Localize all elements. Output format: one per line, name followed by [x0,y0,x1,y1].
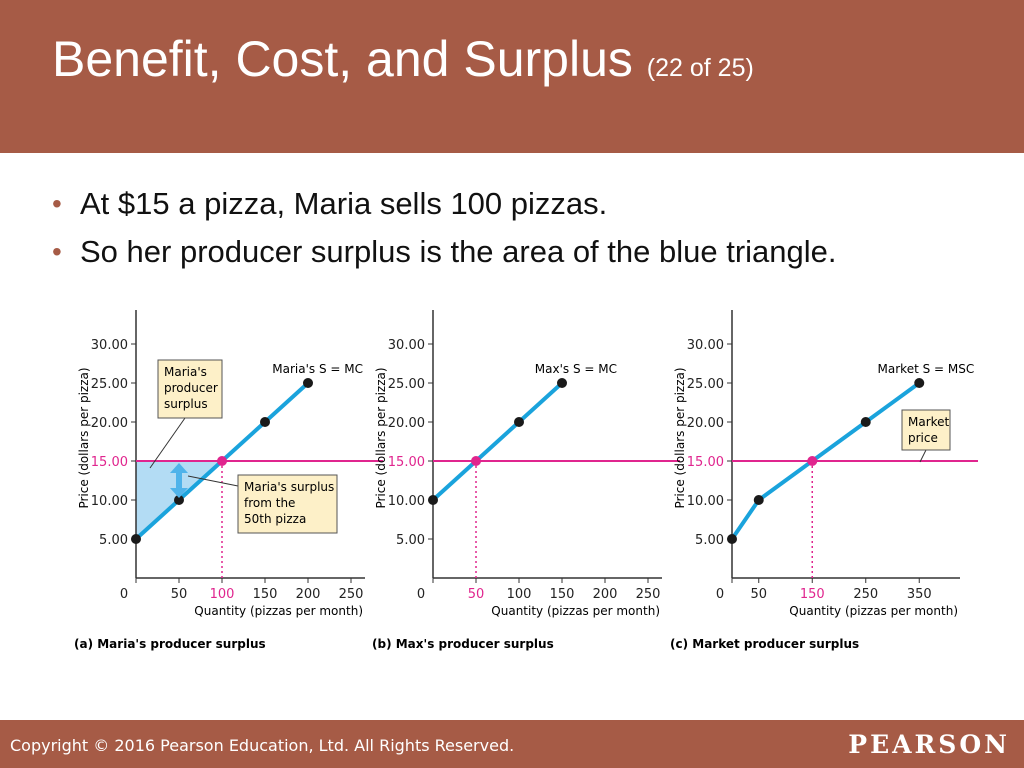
supply-point [131,534,141,544]
bullet-text: At $15 a pizza, Maria sells 100 pizzas. [80,186,608,221]
slide-title: Benefit, Cost, and Surplus (22 of 25) [52,30,754,88]
x-tick-label: 250 [853,587,878,602]
y-tick-label: 20.00 [687,416,724,431]
surplus-arrow-head-up [170,463,188,473]
x-tick-label: 150 [253,587,278,602]
pearson-logo: PEARSON [848,730,1010,759]
x-tick-label: 0 [120,587,128,602]
callout-leader-line [919,449,927,463]
x-tick-label: 0 [417,587,425,602]
y-tick-label: 30.00 [388,338,425,353]
x-tick-label: 150 [550,587,575,602]
supply-curve-label: Market S = MSC [878,362,975,376]
slide-footer: Copyright © 2016 Pearson Education, Ltd.… [0,720,1024,768]
supply-point [860,417,871,427]
x-axis-title: Quantity (pizzas per month) [194,604,363,618]
y-axis-title: Price (dollars per pizza) [673,367,687,508]
callout-leader-line [187,475,239,487]
callout-box [237,474,338,534]
x-tick-label: 50 [468,587,485,602]
y-tick-label: 20.00 [388,416,425,431]
y-tick-label: 10.00 [687,494,724,509]
y-tick-label: 25.00 [687,377,724,392]
y-tick-label: 5.00 [99,533,128,548]
chart-panel: 5.00 10.00 15.00 20.00 25.00 30.00 0 50 100 150 20… [74,310,383,651]
panel-caption: (a) Maria's producer surplus [74,637,266,651]
callout-text: Maria's [164,365,207,379]
x-tick-label: 250 [339,587,364,602]
callout-leader-line [149,417,186,469]
copyright-text: Copyright © 2016 Pearson Education, Ltd.… [10,736,515,755]
slide-header: Benefit, Cost, and Surplus (22 of 25) [0,0,1024,153]
bullet-dot-icon: • [52,236,62,267]
chart-panel: 5.00 10.00 15.00 20.00 25.00 30.00 0 50 150 250 35… [670,310,978,651]
x-tick-label: 50 [750,587,767,602]
y-tick-label: 10.00 [91,494,128,509]
callout-text: surplus [164,397,208,411]
bullet-item: • At $15 a pizza, Maria sells 100 pizzas… [52,180,837,228]
supply-point [753,495,764,505]
callout-text: Maria's surplus [244,480,334,494]
y-tick-label: 15.00 [388,455,425,470]
slide-title-counter: (22 of 25) [646,54,754,82]
supply-point [428,495,438,505]
equilibrium-point [471,456,481,466]
x-tick-label: 0 [716,587,724,602]
y-tick-label: 5.00 [695,533,724,548]
supply-point [174,495,184,505]
y-axis-title: Price (dollars per pizza) [374,367,388,508]
callout-box [901,409,951,451]
slide-title-main: Benefit, Cost, and Surplus [52,31,633,87]
x-axis-title: Quantity (pizzas per month) [789,604,958,618]
bullet-dot-icon: • [52,188,62,219]
y-tick-label: 20.00 [91,416,128,431]
x-tick-label: 100 [210,587,235,602]
y-tick-label: 15.00 [687,455,724,470]
y-tick-label: 25.00 [388,377,425,392]
y-tick-label: 15.00 [91,455,128,470]
y-tick-label: 10.00 [388,494,425,509]
supply-curve-label: Maria's S = MC [272,362,363,376]
callout-box [157,359,223,419]
equilibrium-point [807,456,818,466]
bullet-text: So her producer surplus is the area of t… [80,234,837,269]
panel-caption: (b) Max's producer surplus [372,637,554,651]
x-tick-label: 200 [593,587,618,602]
x-tick-label: 200 [296,587,321,602]
x-axis-title: Quantity (pizzas per month) [491,604,660,618]
panel-caption: (c) Market producer surplus [670,637,859,651]
supply-point [514,417,524,427]
equilibrium-point [217,456,227,466]
y-axis-title: Price (dollars per pizza) [77,367,91,508]
y-tick-label: 30.00 [91,338,128,353]
callout-text: producer [164,381,218,395]
callout-text: Market [908,415,950,429]
x-tick-label: 100 [507,587,532,602]
surplus-arrow-head-down [170,488,188,498]
supply-point [303,378,313,388]
callout-text: from the [244,496,295,510]
supply-point [727,534,737,544]
supply-point [260,417,270,427]
supply-curve-label: Max's S = MC [535,362,617,376]
x-tick-label: 50 [171,587,188,602]
y-tick-label: 5.00 [396,533,425,548]
supply-point [914,378,925,388]
bullet-item: • So her producer surplus is the area of… [52,228,837,276]
x-tick-label: 150 [800,587,825,602]
y-tick-label: 25.00 [91,377,128,392]
supply-curve [431,381,564,502]
y-tick-label: 30.00 [687,338,724,353]
producer-surplus-figure: 5.00 10.00 15.00 20.00 25.00 30.00 0 50 100 150 20… [74,310,978,651]
supply-point [557,378,567,388]
chart-panel: 5.00 10.00 15.00 20.00 25.00 30.00 0 50 100 150 20… [372,310,680,651]
callout-text: 50th pizza [244,512,306,526]
bullet-list: • At $15 a pizza, Maria sells 100 pizzas… [52,180,837,276]
x-tick-label: 250 [636,587,661,602]
x-tick-label: 350 [907,587,932,602]
callout-text: price [908,431,938,445]
